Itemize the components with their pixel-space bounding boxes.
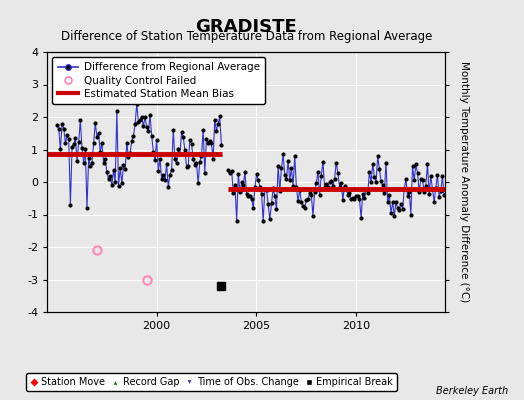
Y-axis label: Monthly Temperature Anomaly Difference (°C): Monthly Temperature Anomaly Difference (…: [458, 61, 468, 303]
Text: Difference of Station Temperature Data from Regional Average: Difference of Station Temperature Data f…: [61, 30, 432, 43]
Text: Berkeley Earth: Berkeley Earth: [436, 386, 508, 396]
Legend: Difference from Regional Average, Quality Control Failed, Estimated Station Mean: Difference from Regional Average, Qualit…: [52, 57, 265, 104]
Legend: Station Move, Record Gap, Time of Obs. Change, Empirical Break: Station Move, Record Gap, Time of Obs. C…: [26, 373, 397, 391]
Text: GRADISTE: GRADISTE: [195, 18, 297, 36]
